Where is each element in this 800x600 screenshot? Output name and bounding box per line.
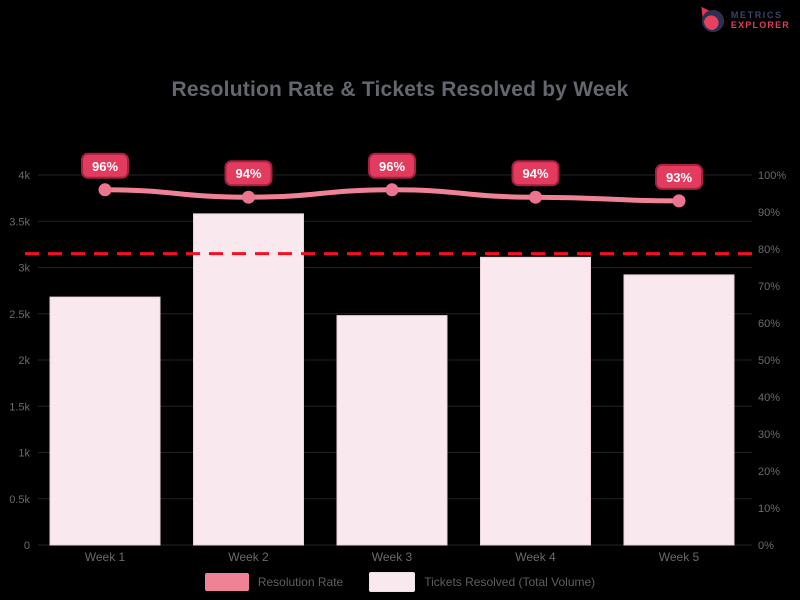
x-axis-label: Week 2 (228, 550, 269, 564)
right-axis-tick-label: 80% (758, 244, 780, 256)
line-marker (242, 190, 255, 204)
right-axis-tick-label: 40% (758, 392, 780, 404)
data-label-box (224, 160, 273, 187)
line-series-swatch (204, 573, 249, 591)
bar-week-4 (480, 256, 591, 546)
left-axis-tick-label: 1.5k (9, 401, 30, 413)
left-axis-tick-label: 3.5k (9, 216, 30, 228)
bar-week-2 (193, 213, 304, 546)
right-axis-tick-label: 30% (758, 429, 780, 441)
data-label-text: 96% (379, 159, 405, 174)
left-axis-tick-label: 1k (18, 448, 30, 460)
right-axis-tick-label: 20% (758, 466, 780, 478)
left-axis-tick-label: 4k (18, 170, 30, 182)
brand-logo-icon (697, 3, 724, 32)
right-axis-tick-label: 100% (758, 170, 786, 182)
data-label-text: 94% (522, 166, 548, 181)
legend: Resolution Rate Tickets Resolved (Total … (0, 572, 800, 592)
right-axis-tick-label: 90% (758, 207, 780, 219)
legend-label: Resolution Rate (257, 575, 344, 589)
data-label-box (655, 163, 703, 190)
legend-item-resolution-rate: Resolution Rate (204, 573, 344, 591)
legend-label: Tickets Resolved (Total Volume) (424, 575, 596, 589)
brand-line1: METRICS (730, 10, 783, 20)
pie-circle-icon (701, 10, 724, 32)
x-axis-label: Week 1 (85, 550, 126, 564)
right-axis-tick-label: 10% (758, 503, 780, 515)
data-label-box (81, 152, 129, 179)
line-marker (529, 190, 542, 204)
left-axis-tick-label: 2.5k (9, 309, 30, 321)
right-axis-tick-label: 50% (758, 355, 780, 367)
left-axis-tick-label: 2k (18, 355, 30, 367)
left-axis-tick-label: 0 (24, 540, 30, 552)
left-axis-tick-label: 0.5k (9, 494, 30, 506)
right-axis-tick-label: 0% (758, 540, 774, 552)
data-label-box (511, 160, 560, 187)
bar-week-5 (623, 274, 735, 546)
legend-item-tickets-resolved: Tickets Resolved (Total Volume) (369, 572, 595, 592)
data-label-text: 93% (666, 170, 692, 185)
line-marker (672, 194, 686, 208)
brand-wordmark: METRICS EXPLORER (731, 10, 790, 30)
x-axis-label: Week 4 (515, 550, 556, 564)
x-axis-label: Week 3 (372, 550, 413, 564)
data-label-box (368, 152, 416, 179)
brand-line2: EXPLORER (730, 20, 790, 30)
bar-series-swatch (369, 572, 416, 592)
x-axis-label: Week 5 (659, 550, 700, 564)
right-axis-tick-label: 70% (758, 281, 780, 293)
chart-title: Resolution Rate & Tickets Resolved by We… (171, 78, 629, 101)
brand-logo: METRICS EXPLORER (697, 3, 790, 32)
bar-week-3 (336, 315, 448, 546)
line-marker (385, 183, 399, 197)
data-label-text: 94% (235, 166, 261, 181)
right-axis-tick-label: 60% (758, 318, 780, 330)
bar-week-1 (49, 296, 161, 546)
line-marker (98, 183, 112, 197)
left-axis-tick-label: 3k (18, 263, 30, 275)
data-label-text: 96% (92, 159, 118, 174)
